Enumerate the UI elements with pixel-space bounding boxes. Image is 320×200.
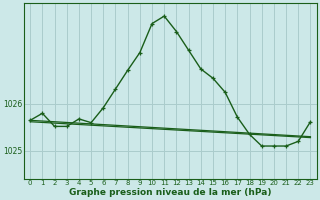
X-axis label: Graphe pression niveau de la mer (hPa): Graphe pression niveau de la mer (hPa)	[69, 188, 272, 197]
